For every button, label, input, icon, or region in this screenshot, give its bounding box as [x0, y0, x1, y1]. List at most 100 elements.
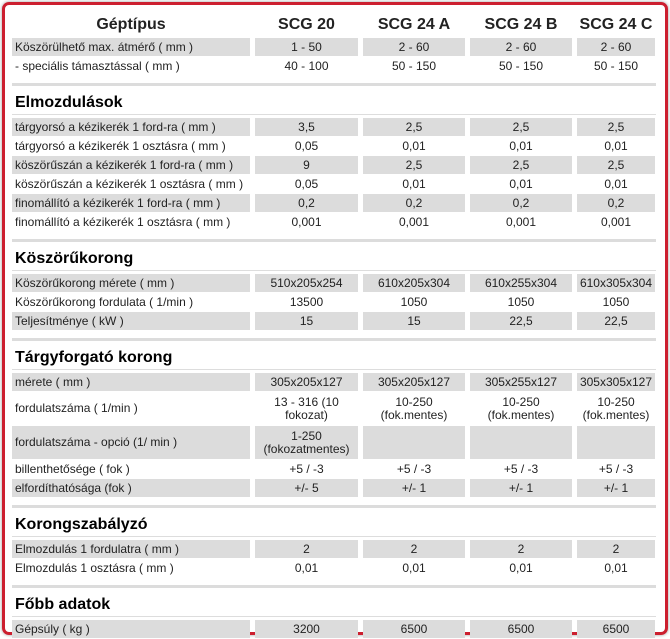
- row-value: 0,001: [291, 214, 322, 229]
- data-row: finomállító a kézikerék 1 osztásra ( mm …: [12, 213, 656, 231]
- row-label: Elmozdulás 1 osztásra ( mm ): [15, 560, 174, 575]
- row-value: 0,01: [509, 176, 533, 191]
- row-value: 2,5: [470, 118, 572, 136]
- data-row: fordulatszáma ( 1/min ) 13 - 316 (10 foko…: [12, 392, 656, 425]
- row-value: 0,2: [363, 194, 465, 212]
- row-label: billenthetősége ( fok ): [15, 461, 130, 476]
- row-value: 2: [577, 540, 655, 558]
- row-value: 9: [255, 156, 358, 174]
- empty-cell: [363, 426, 465, 459]
- row-value: 40 - 100: [284, 58, 329, 73]
- data-row: mérete ( mm ) 305x205x127 305x205x127 305x2…: [12, 373, 656, 391]
- data-row: köszörűszán a kézikerék 1 osztásra ( mm …: [12, 175, 656, 193]
- row-value: +5 / -3: [598, 461, 634, 476]
- row-value: 305x205x127: [363, 373, 465, 391]
- section-title: Főbb adatok: [12, 594, 656, 617]
- section-title: Tárgyforgató korong: [12, 347, 656, 370]
- row-value: 0,001: [398, 214, 430, 229]
- row-value: 2,5: [363, 156, 465, 174]
- row-value: +5 / -3: [396, 461, 432, 476]
- row-value: 2: [470, 540, 572, 558]
- separator: [12, 585, 656, 588]
- data-row: tárgyorsó a kézikerék 1 ford-ra ( mm ) 3,…: [12, 118, 656, 136]
- row-label: Teljesítménye ( kW ): [12, 312, 250, 330]
- row-label: - speciális támasztással ( mm ): [15, 58, 180, 73]
- row-value: +/- 1: [470, 479, 572, 497]
- row-label: köszörűszán a kézikerék 1 ford-ra ( mm ): [12, 156, 250, 174]
- row-value: 0,01: [604, 560, 628, 575]
- row-value: 50 - 150: [391, 58, 437, 73]
- row-value: 0,01: [509, 560, 533, 575]
- row-value: 2,5: [577, 156, 655, 174]
- data-row: fordulatszáma - opció (1/ min ) 1-250 (fo…: [12, 426, 656, 459]
- row-value: +/- 1: [577, 479, 655, 497]
- data-row: Elmozdulás 1 fordulatra ( mm ) 2 2 2 2: [12, 540, 656, 558]
- data-row: Köszörűkorong mérete ( mm ) 510x205x254 61…: [12, 274, 656, 292]
- row-value: 50 - 150: [593, 58, 639, 73]
- column-header: SCG 24 A: [377, 15, 451, 33]
- column-header: SCG 20: [278, 15, 335, 33]
- row-value: 1 - 50: [255, 38, 358, 56]
- row-value: 510x205x254: [255, 274, 358, 292]
- row-value: 610x255x304: [470, 274, 572, 292]
- row-value: 15: [363, 312, 465, 330]
- empty-cell: [577, 426, 655, 459]
- header-row: Géptípus SCG 20 SCG 24 A SCG 24 B SCG 24 C: [12, 12, 656, 36]
- row-value: 2,5: [470, 156, 572, 174]
- row-value: +/- 5: [255, 479, 358, 497]
- row-value: 22,5: [470, 312, 572, 330]
- row-label: Köszörűkorong mérete ( mm ): [12, 274, 250, 292]
- row-value: 0,05: [294, 176, 319, 191]
- separator: [12, 83, 656, 86]
- row-value: 0,01: [509, 138, 533, 153]
- row-value: 0,01: [604, 176, 628, 191]
- spec-table: Géptípus SCG 20 SCG 24 A SCG 24 B SCG 24 C Kö…: [12, 12, 656, 639]
- data-row: Köszörülhető max. átmérő ( mm ) 1 - 50 2 -…: [12, 38, 656, 56]
- row-value: 0,001: [600, 214, 632, 229]
- row-label: fordulatszáma ( 1/min ): [15, 401, 138, 415]
- row-value: 0,2: [255, 194, 358, 212]
- row-label: Köszörülhető max. átmérő ( mm ): [12, 38, 250, 56]
- row-value: 3,5: [255, 118, 358, 136]
- row-label: köszörűszán a kézikerék 1 osztásra ( mm …: [15, 176, 244, 191]
- row-value: 0,05: [294, 138, 319, 153]
- row-value: 0,2: [577, 194, 655, 212]
- row-value: +/- 1: [363, 479, 465, 497]
- row-value: 1050: [507, 294, 535, 309]
- row-label: Köszörűkorong fordulata ( 1/min ): [15, 294, 194, 309]
- row-value: 13 - 316 (10 fokozat): [274, 394, 339, 422]
- data-row: Gépsúly ( kg ) 3200 6500 6500 6500: [12, 620, 656, 638]
- row-value: 305x205x127: [255, 373, 358, 391]
- row-value: 610x205x304: [363, 274, 465, 292]
- row-value: 2 - 60: [577, 38, 655, 56]
- row-value: 50 - 150: [498, 58, 544, 73]
- row-value: 6500: [363, 620, 465, 638]
- row-value: 10-250 (fok.mentes): [582, 394, 650, 422]
- row-value: 2,5: [577, 118, 655, 136]
- row-value: 2: [255, 540, 358, 558]
- row-value: 305x305x127: [577, 373, 655, 391]
- row-value: 2,5: [363, 118, 465, 136]
- row-label: tárgyorsó a kézikerék 1 ford-ra ( mm ): [12, 118, 250, 136]
- separator: [12, 505, 656, 508]
- row-value: 0,01: [604, 138, 628, 153]
- section-title: Köszörűkorong: [12, 248, 656, 271]
- data-row: tárgyorsó a kézikerék 1 osztásra ( mm ) 0…: [12, 137, 656, 155]
- row-value: 6500: [470, 620, 572, 638]
- row-label: tárgyorsó a kézikerék 1 osztásra ( mm ): [15, 138, 226, 153]
- empty-cell: [470, 426, 572, 459]
- section-title: Korongszabályzó: [12, 514, 656, 537]
- row-value: 1-250 (fokozatmentes): [255, 426, 358, 459]
- row-value: 2: [363, 540, 465, 558]
- data-row: Teljesítménye ( kW ) 15 15 22,5 22,5: [12, 312, 656, 330]
- separator: [12, 338, 656, 341]
- row-value: +5 / -3: [289, 461, 324, 476]
- column-header: SCG 24 C: [579, 15, 653, 33]
- data-row: elfordíthatósága (fok ) +/- 5 +/- 1 +/- 1 +/…: [12, 479, 656, 497]
- row-value: 2 - 60: [470, 38, 572, 56]
- row-value: 1050: [400, 294, 428, 309]
- row-label: finomállító a kézikerék 1 ford-ra ( mm ): [12, 194, 250, 212]
- row-value: 22,5: [577, 312, 655, 330]
- separator: [12, 239, 656, 242]
- data-row: köszörűszán a kézikerék 1 ford-ra ( mm )…: [12, 156, 656, 174]
